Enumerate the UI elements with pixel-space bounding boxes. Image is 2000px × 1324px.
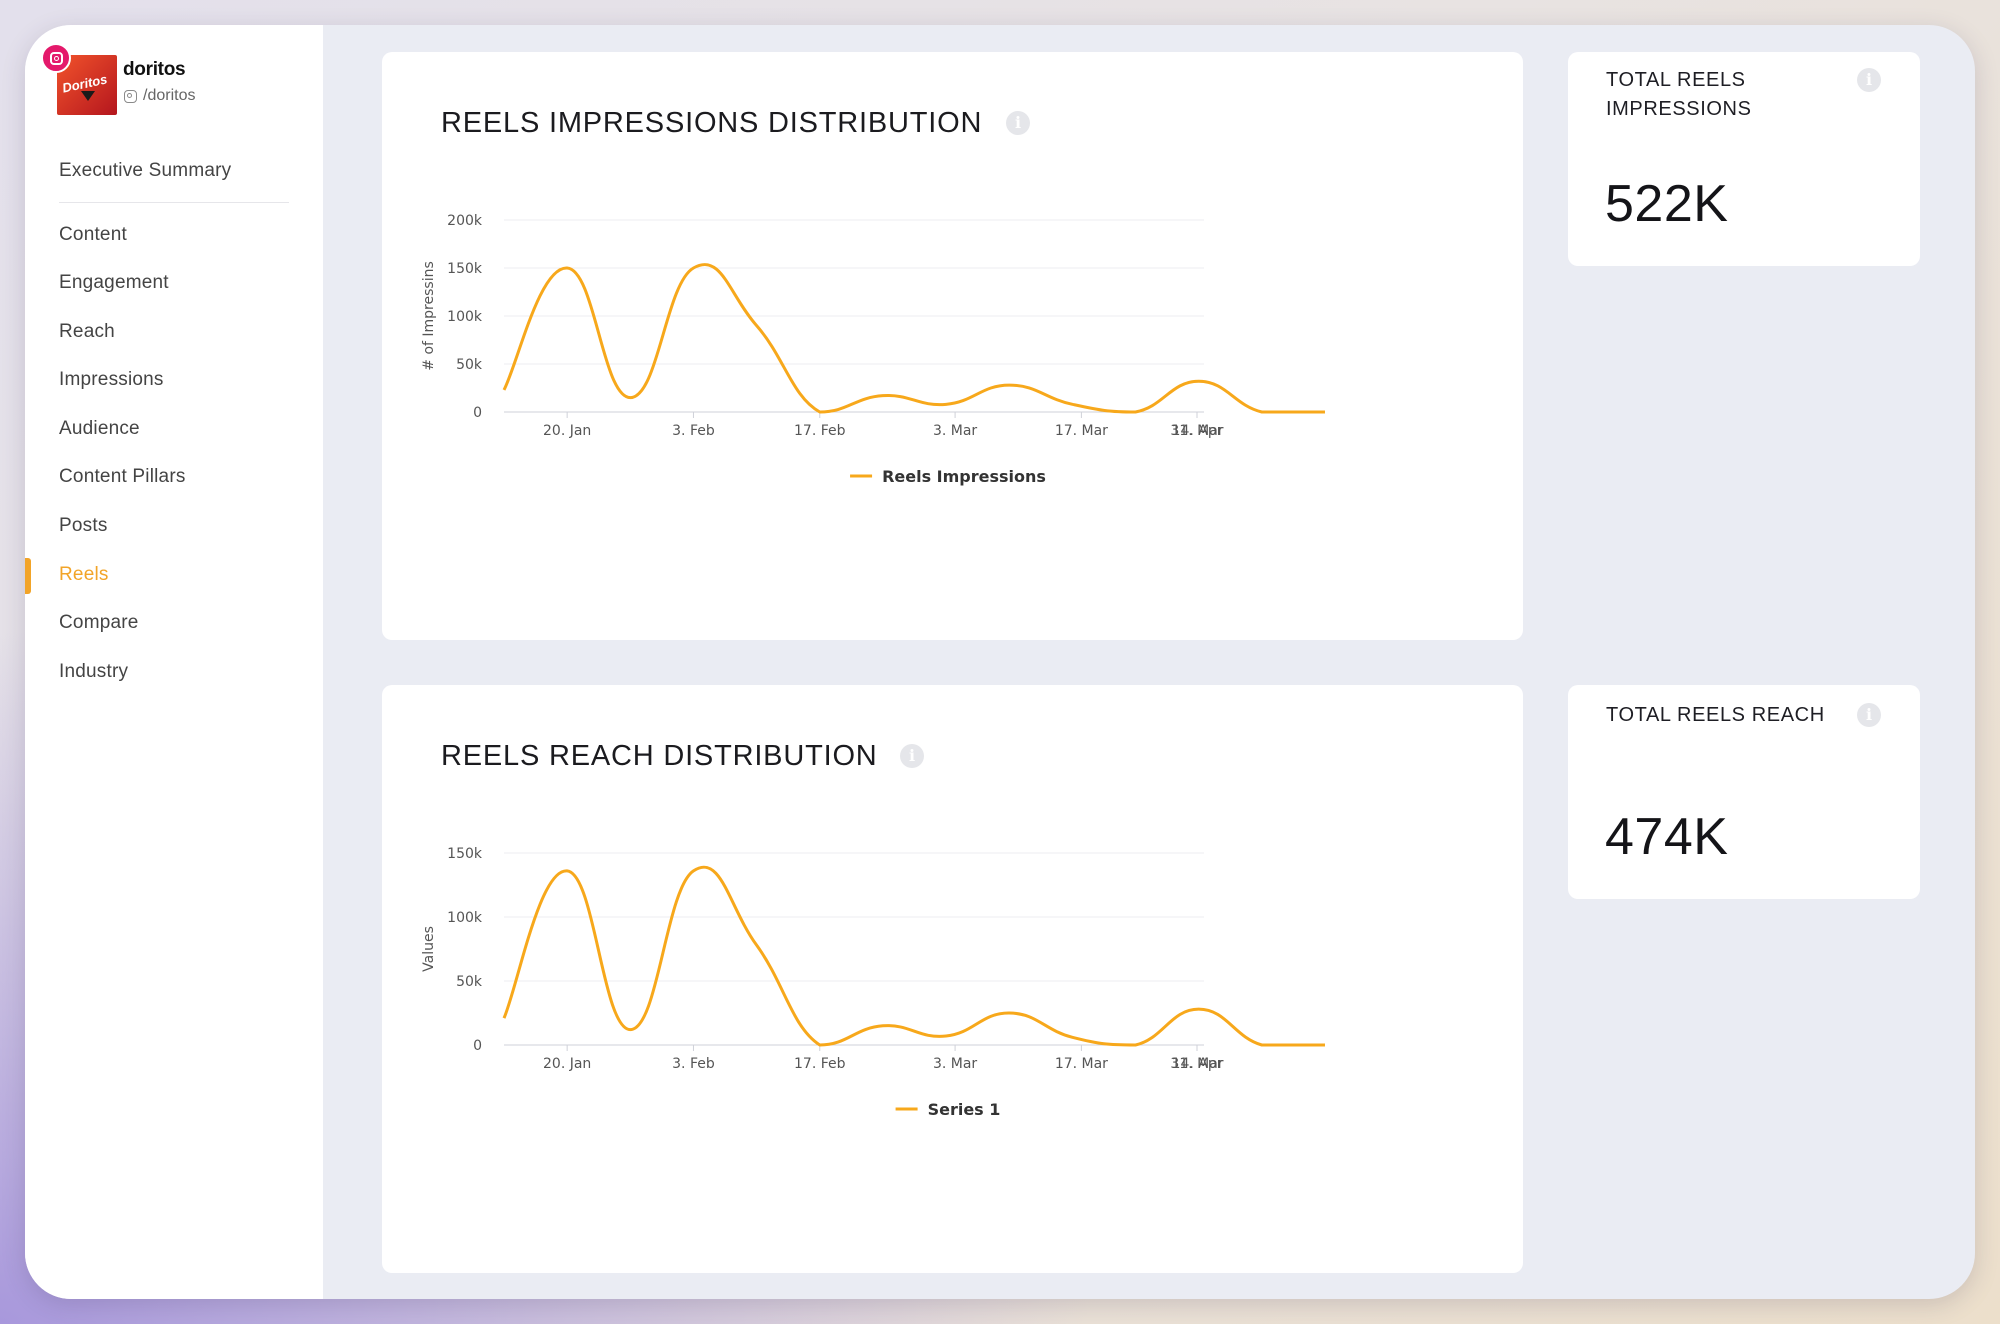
nav-divider bbox=[59, 202, 289, 203]
sidebar: Doritos doritos /doritos Executive Summa… bbox=[25, 25, 323, 1299]
y-tick-label: 50k bbox=[456, 974, 483, 990]
y-tick-label: 200k bbox=[447, 213, 483, 229]
legend-label: Series 1 bbox=[928, 1100, 1001, 1119]
nav-item-posts[interactable]: Posts bbox=[59, 515, 108, 536]
y-tick-label: 150k bbox=[447, 261, 483, 277]
total-reach-card: TOTAL REELS REACH i 474K bbox=[1568, 685, 1920, 899]
y-tick-label: 100k bbox=[447, 309, 483, 325]
active-nav-indicator bbox=[25, 558, 31, 594]
y-tick-label: 150k bbox=[447, 846, 483, 862]
x-tick-label: 3. Mar bbox=[933, 423, 977, 439]
y-axis-label: # of Impressins bbox=[421, 261, 437, 370]
nav-executive-summary[interactable]: Executive Summary bbox=[59, 160, 232, 181]
reach-chart-title: REELS REACH DISTRIBUTION bbox=[441, 740, 878, 772]
x-tick-label: 17. Feb bbox=[794, 423, 846, 439]
info-icon[interactable]: i bbox=[900, 744, 924, 768]
kpi-value: 522K bbox=[1605, 175, 1729, 233]
y-tick-label: 100k bbox=[447, 910, 483, 926]
x-tick-label: 3. Feb bbox=[672, 423, 715, 439]
impressions-line-chart: 0 50k 100k 150k 200k 20. Jan 3. Feb 17. Feb 3. M… bbox=[421, 213, 1325, 486]
x-tick-label: 31. Mar bbox=[1170, 423, 1223, 439]
nav-item-content-pillars[interactable]: Content Pillars bbox=[59, 466, 186, 487]
reach-chart-card: REELS REACH DISTRIBUTION i 0 50k 100k 150k 2… bbox=[382, 685, 1523, 1273]
brand-name: doritos bbox=[123, 59, 186, 80]
nav-item-reach[interactable]: Reach bbox=[59, 321, 115, 342]
x-tick-label: 14. Apr bbox=[1172, 423, 1223, 439]
x-tick-label: 3. Feb bbox=[672, 1056, 715, 1072]
nav-item-engagement[interactable]: Engagement bbox=[59, 272, 169, 293]
x-tick-label: 17. Mar bbox=[1055, 1056, 1108, 1072]
series-line bbox=[502, 865, 1325, 1047]
logo-chip-shape bbox=[81, 91, 95, 101]
nav-item-audience[interactable]: Audience bbox=[59, 418, 140, 439]
kpi-label: TOTAL REELS REACH bbox=[1606, 704, 1825, 726]
brand-handle: /doritos bbox=[143, 87, 196, 104]
y-tick-label: 0 bbox=[473, 405, 482, 421]
x-tick-label: 14. Apr bbox=[1172, 1056, 1223, 1072]
x-tick-label: 3. Mar bbox=[933, 1056, 977, 1072]
legend-label: Reels Impressions bbox=[882, 467, 1046, 486]
series-line bbox=[502, 263, 1325, 414]
nav-item-industry[interactable]: Industry bbox=[59, 661, 129, 682]
app-window: Doritos doritos /doritos Executive Summa… bbox=[25, 25, 1975, 1299]
total-impressions-card: TOTAL REELS IMPRESSIONS i 522K bbox=[1568, 52, 1920, 266]
instagram-icon bbox=[41, 43, 71, 73]
y-tick-label: 0 bbox=[473, 1038, 482, 1054]
y-axis-label: Values bbox=[421, 926, 437, 972]
x-tick-label: 17. Mar bbox=[1055, 423, 1108, 439]
impressions-chart-card: REELS IMPRESSIONS DISTRIBUTION i 0 50k 100… bbox=[382, 52, 1523, 640]
instagram-small-icon bbox=[124, 90, 137, 103]
info-icon[interactable]: i bbox=[1857, 703, 1881, 727]
info-icon[interactable]: i bbox=[1006, 111, 1030, 135]
kpi-label: TOTAL REELS IMPRESSIONS bbox=[1606, 69, 1752, 120]
x-tick-label: 17. Feb bbox=[794, 1056, 846, 1072]
nav-item-impressions[interactable]: Impressions bbox=[59, 369, 164, 390]
x-tick-label: 31. Mar bbox=[1170, 1056, 1223, 1072]
x-tick-label: 20. Jan bbox=[543, 423, 591, 439]
x-tick-label: 20. Jan bbox=[543, 1056, 591, 1072]
nav-item-reels[interactable]: Reels bbox=[59, 564, 109, 585]
reach-line-chart: 0 50k 100k 150k 20. Jan 3. Feb 17. Feb 3. Mar 17… bbox=[421, 846, 1325, 1119]
kpi-value: 474K bbox=[1605, 808, 1729, 866]
nav-item-compare[interactable]: Compare bbox=[59, 612, 139, 633]
y-tick-label: 50k bbox=[456, 357, 483, 373]
nav-item-content[interactable]: Content bbox=[59, 224, 127, 245]
info-icon[interactable]: i bbox=[1857, 68, 1881, 92]
impressions-chart-title: REELS IMPRESSIONS DISTRIBUTION bbox=[441, 107, 983, 139]
